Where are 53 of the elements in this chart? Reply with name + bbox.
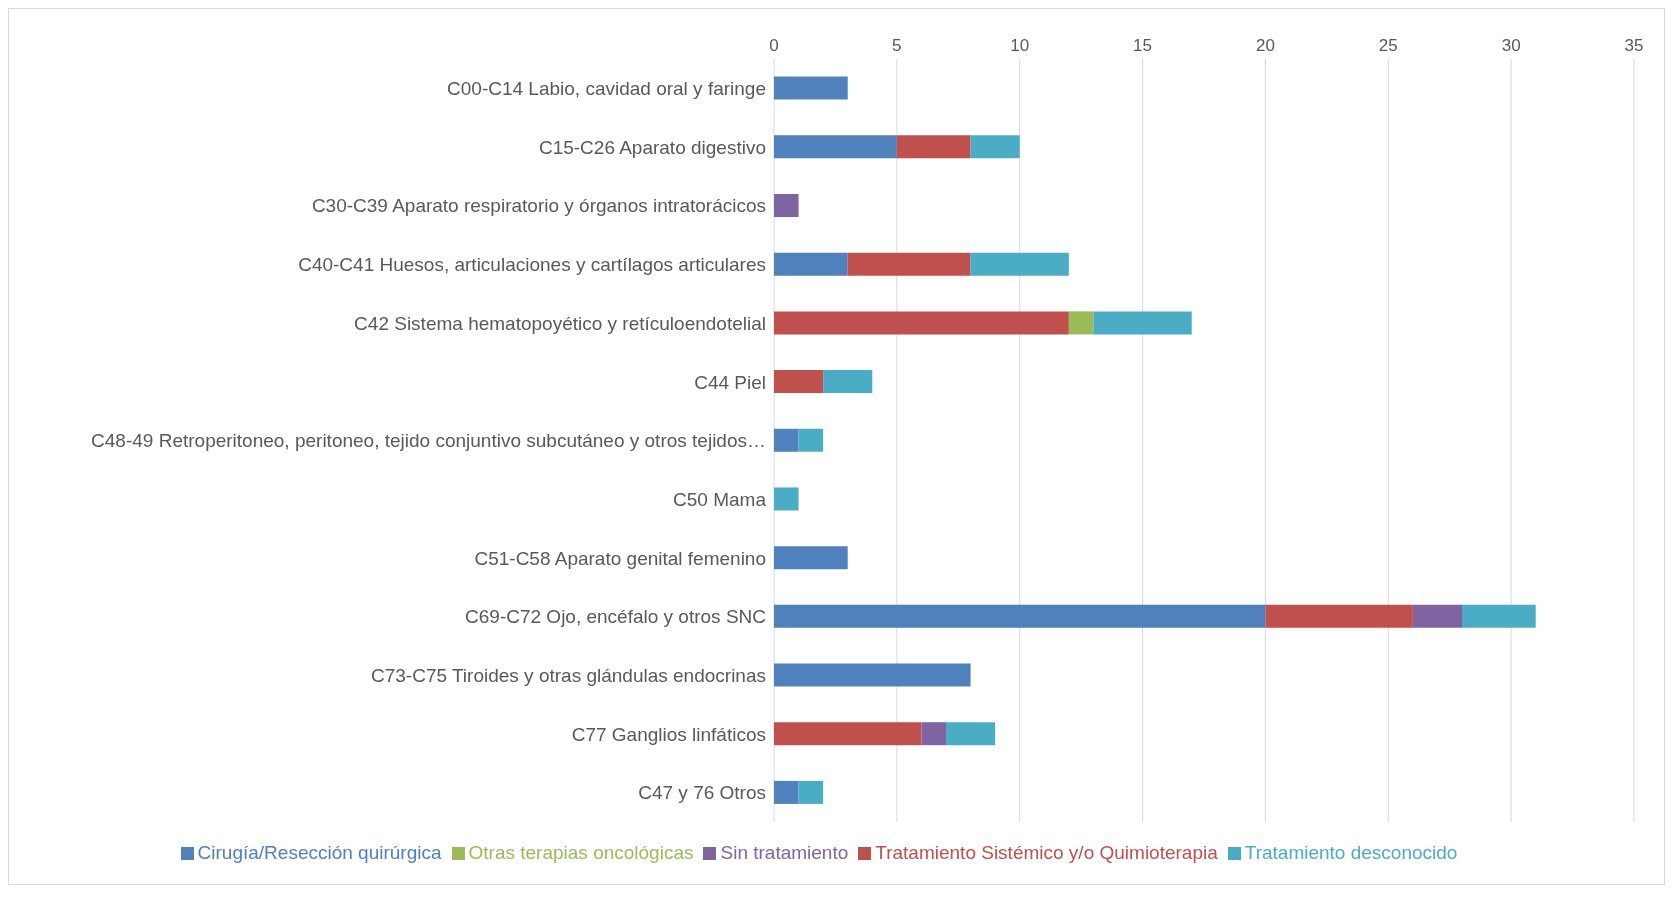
y-tick-label: C30-C39 Aparato respiratorio y órganos intratorácicos: [311, 195, 766, 217]
bar: [774, 722, 922, 746]
bar: [896, 135, 971, 159]
bar: [847, 252, 971, 276]
y-tick-label: C47 y 76 Otros: [638, 782, 766, 804]
bar: [1412, 604, 1462, 628]
y-tick-label: C50 Mama: [673, 488, 767, 510]
y-tick-label: C42 Sistema hematopoyético y retículoendotelial: [354, 312, 766, 334]
bar: [774, 428, 799, 452]
x-tick-label: 30: [1501, 36, 1521, 55]
y-tick-label: C40-C41 Huesos, articulaciones y cartílagos articulares: [298, 254, 766, 276]
bar: [774, 780, 799, 804]
y-tick-label: C48-49 Retroperitoneo, peritoneo, tejido conjuntivo subcutáneo y otros tejidos…: [91, 430, 766, 452]
y-tick-label: C15-C26 Aparato digestivo: [538, 136, 766, 158]
y-tick-label: C00-C14 Labio, cavidad oral y faringe: [447, 78, 766, 100]
bar: [823, 370, 873, 394]
bar: [970, 135, 1020, 159]
x-tick-label: 20: [1255, 36, 1275, 55]
bar: [1462, 604, 1536, 628]
legend-label: Sin tratamiento: [720, 842, 849, 863]
bar: [970, 252, 1069, 276]
bar: [774, 370, 824, 394]
bar: [774, 311, 1069, 335]
legend-label: Tratamiento Sistémico y/o Quimioterapia: [875, 842, 1218, 863]
bar: [1068, 311, 1094, 335]
x-tick-label: 5: [892, 36, 902, 55]
y-tick-label: C69-C72 Ojo, encéfalo y otros SNC: [465, 606, 766, 628]
bar: [774, 546, 848, 570]
y-tick-label: C73-C75 Tiroides y otras glándulas endocrinas: [371, 665, 766, 687]
bar: [774, 135, 897, 159]
legend-label: Otras terapias oncológicas: [468, 842, 694, 863]
bar: [1093, 311, 1192, 335]
bar: [774, 193, 799, 217]
bar: [774, 76, 848, 100]
bar: [774, 604, 1266, 628]
bar: [774, 252, 848, 276]
x-tick-label: 0: [769, 36, 779, 55]
y-tick-label: C44 Piel: [694, 371, 766, 393]
bar: [1265, 604, 1413, 628]
x-tick-label: 35: [1624, 36, 1644, 55]
bar: [798, 780, 824, 804]
y-tick-label: C51-C58 Aparato genital femenino: [474, 547, 766, 569]
bar: [798, 428, 824, 452]
bar: [774, 663, 971, 687]
y-tick-label: C77 Ganglios linfáticos: [571, 723, 766, 745]
bar: [921, 722, 946, 746]
x-tick-label: 25: [1378, 36, 1398, 55]
bar: [946, 722, 996, 746]
x-tick-label: 15: [1133, 36, 1153, 55]
x-tick-label: 10: [1010, 36, 1030, 55]
bar: [774, 487, 799, 511]
legend-label: Cirugía/Resección quirúrgica: [197, 842, 442, 863]
legend-label: Tratamiento desconocido: [1244, 842, 1458, 863]
